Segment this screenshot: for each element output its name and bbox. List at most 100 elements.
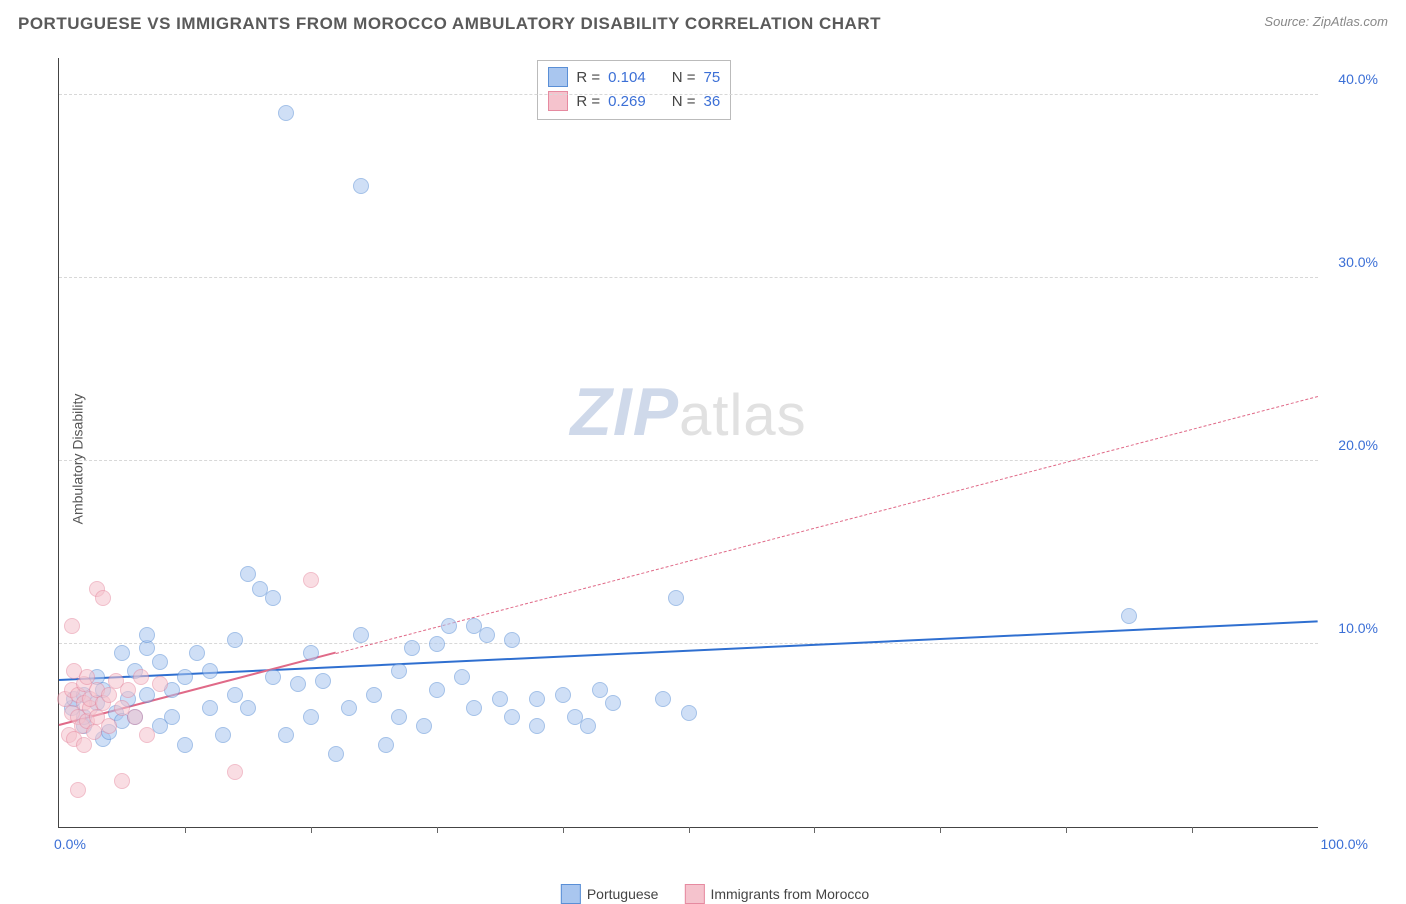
n-value: 75 — [703, 69, 720, 86]
data-point — [227, 764, 243, 780]
data-point — [164, 709, 180, 725]
data-point — [303, 572, 319, 588]
data-point — [303, 709, 319, 725]
trend-line — [59, 620, 1318, 681]
gridline — [59, 277, 1318, 278]
data-point — [95, 590, 111, 606]
data-point — [101, 718, 117, 734]
x-tick — [1192, 827, 1193, 833]
data-point — [353, 627, 369, 643]
legend-swatch — [561, 884, 581, 904]
data-point — [315, 673, 331, 689]
data-point — [265, 669, 281, 685]
data-point — [529, 691, 545, 707]
data-point — [127, 709, 143, 725]
x-tick — [1066, 827, 1067, 833]
data-point — [429, 682, 445, 698]
data-point — [466, 700, 482, 716]
data-point — [391, 663, 407, 679]
x-tick — [185, 827, 186, 833]
n-label: N = — [672, 93, 696, 110]
n-value: 36 — [703, 93, 720, 110]
data-point — [240, 700, 256, 716]
data-point — [605, 695, 621, 711]
data-point — [303, 645, 319, 661]
data-point — [580, 718, 596, 734]
x-axis-min-label: 0.0% — [54, 836, 86, 852]
data-point — [152, 654, 168, 670]
data-point — [504, 709, 520, 725]
data-point — [592, 682, 608, 698]
data-point — [555, 687, 571, 703]
x-tick — [311, 827, 312, 833]
source-link[interactable]: ZipAtlas.com — [1313, 14, 1388, 29]
data-point — [139, 627, 155, 643]
chart-title: PORTUGUESE VS IMMIGRANTS FROM MOROCCO AM… — [18, 14, 881, 34]
data-point — [114, 773, 130, 789]
data-point — [504, 632, 520, 648]
data-point — [215, 727, 231, 743]
gridline — [59, 460, 1318, 461]
data-point — [1121, 608, 1137, 624]
n-label: N = — [672, 69, 696, 86]
data-point — [139, 687, 155, 703]
data-point — [101, 687, 117, 703]
data-point — [353, 178, 369, 194]
data-point — [404, 640, 420, 656]
x-tick — [563, 827, 564, 833]
watermark-rest: atlas — [679, 383, 807, 448]
data-point — [240, 566, 256, 582]
data-point — [681, 705, 697, 721]
legend-label: Portuguese — [587, 886, 659, 902]
data-point — [492, 691, 508, 707]
legend-item: Immigrants from Morocco — [684, 884, 869, 904]
legend-item: Portuguese — [561, 884, 659, 904]
source-attribution: Source: ZipAtlas.com — [1264, 14, 1388, 29]
x-tick — [689, 827, 690, 833]
data-point — [139, 727, 155, 743]
stats-box: R =0.104N =75R =0.269N =36 — [537, 60, 731, 120]
data-point — [668, 590, 684, 606]
data-point — [378, 737, 394, 753]
y-tick-label: 10.0% — [1338, 620, 1378, 636]
data-point — [454, 669, 470, 685]
x-axis-max-label: 100.0% — [1321, 836, 1368, 852]
data-point — [227, 687, 243, 703]
data-point — [441, 618, 457, 634]
data-point — [278, 727, 294, 743]
data-point — [202, 700, 218, 716]
y-tick-label: 40.0% — [1338, 71, 1378, 87]
data-point — [278, 105, 294, 121]
data-point — [189, 645, 205, 661]
data-point — [227, 632, 243, 648]
data-point — [76, 737, 92, 753]
data-point — [341, 700, 357, 716]
y-tick-label: 30.0% — [1338, 254, 1378, 270]
data-point — [152, 676, 168, 692]
watermark-bold: ZIP — [570, 374, 679, 450]
data-point — [86, 724, 102, 740]
data-point — [120, 682, 136, 698]
data-point — [328, 746, 344, 762]
gridline — [59, 94, 1318, 95]
data-point — [177, 737, 193, 753]
legend-swatch — [684, 884, 704, 904]
chart-container: Ambulatory Disability ZIPatlas R =0.104N… — [42, 50, 1388, 868]
watermark: ZIPatlas — [570, 373, 806, 451]
data-point — [265, 590, 281, 606]
plot-area: ZIPatlas R =0.104N =75R =0.269N =36 10.0… — [58, 58, 1318, 828]
x-tick — [940, 827, 941, 833]
legend-label: Immigrants from Morocco — [710, 886, 869, 902]
data-point — [70, 782, 86, 798]
r-label: R = — [576, 93, 600, 110]
data-point — [391, 709, 407, 725]
data-point — [529, 718, 545, 734]
data-point — [290, 676, 306, 692]
data-point — [133, 669, 149, 685]
data-point — [416, 718, 432, 734]
data-point — [177, 669, 193, 685]
data-point — [366, 687, 382, 703]
y-tick-label: 20.0% — [1338, 437, 1378, 453]
data-point — [655, 691, 671, 707]
data-point — [429, 636, 445, 652]
